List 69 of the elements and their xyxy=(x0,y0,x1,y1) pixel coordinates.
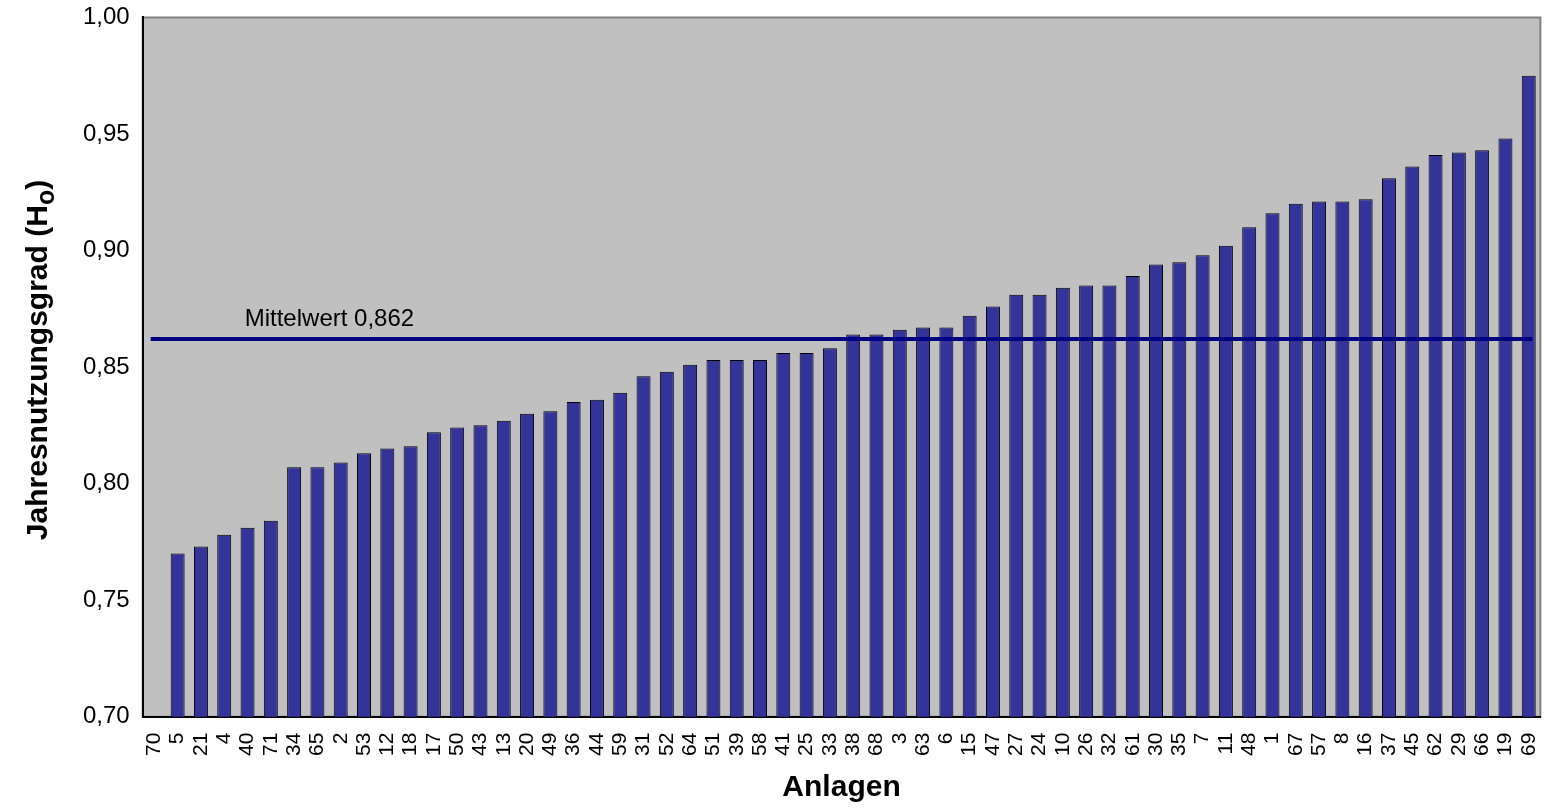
x-tick-label: 25 xyxy=(793,732,817,756)
x-tick-label: 3 xyxy=(886,732,910,745)
x-tick-label: 49 xyxy=(537,732,561,756)
x-tick-label: 45 xyxy=(1399,732,1423,756)
x-tick-label: 11 xyxy=(1212,732,1236,755)
x-tick-label: 64 xyxy=(676,732,700,756)
y-tick-label: 1,00 xyxy=(82,2,130,30)
x-tick-label: 29 xyxy=(1445,732,1469,756)
x-tick-label: 24 xyxy=(1026,732,1050,756)
y-tick-label: 0,85 xyxy=(82,351,130,379)
x-tick-label: 63 xyxy=(909,732,933,756)
x-tick-label: 43 xyxy=(467,732,491,756)
x-tick-label: 40 xyxy=(234,732,258,756)
x-tick-label: 20 xyxy=(513,732,537,756)
x-tick-label: 61 xyxy=(1119,732,1143,756)
y-tick-label: 0,70 xyxy=(82,701,130,729)
x-tick-label: 41 xyxy=(770,732,794,756)
x-tick-label: 5 xyxy=(164,732,188,745)
ref-line-label: Mittelwert 0,862 xyxy=(244,303,415,331)
x-tick-label: 13 xyxy=(490,732,514,756)
x-tick-label: 7 xyxy=(1189,732,1213,745)
x-axis-title: Anlagen xyxy=(782,769,901,803)
x-tick-label: 37 xyxy=(1375,732,1399,756)
x-tick-label: 34 xyxy=(280,732,304,756)
x-tick-label: 10 xyxy=(1049,732,1073,756)
x-tick-label: 36 xyxy=(560,732,584,756)
y-tick-label: 0,80 xyxy=(82,468,130,496)
x-tick-label: 12 xyxy=(374,732,398,756)
x-tick-label: 31 xyxy=(630,732,654,756)
x-tick-label: 47 xyxy=(979,732,1003,756)
x-tick-label: 53 xyxy=(350,732,374,756)
x-tick-label: 51 xyxy=(700,732,724,756)
x-tick-label: 59 xyxy=(607,732,631,756)
x-tick-label: 27 xyxy=(1003,732,1027,756)
x-tick-label: 44 xyxy=(583,732,607,756)
x-tick-label: 71 xyxy=(257,732,281,756)
x-tick-label: 70 xyxy=(141,732,165,756)
y-tick-label: 0,90 xyxy=(82,235,130,263)
y-tick-label: 0,95 xyxy=(82,118,130,146)
x-tick-label: 52 xyxy=(653,732,677,756)
x-tick-label: 48 xyxy=(1236,732,1259,756)
x-tick-label: 6 xyxy=(933,732,957,745)
x-tick-label: 67 xyxy=(1282,732,1306,756)
x-tick-label: 66 xyxy=(1468,732,1492,756)
x-tick-label: 16 xyxy=(1352,732,1376,756)
x-tick-label: 69 xyxy=(1515,732,1539,756)
x-tick-label: 65 xyxy=(304,732,328,756)
x-tick-label: 17 xyxy=(420,732,444,756)
y-tick-label: 0,75 xyxy=(82,584,130,612)
x-tick-label: 33 xyxy=(816,732,840,756)
x-tick-label: 57 xyxy=(1305,732,1329,756)
x-tick-label: 26 xyxy=(1072,732,1096,756)
x-tick-label: 19 xyxy=(1492,732,1516,756)
x-tick-label: 8 xyxy=(1329,732,1353,745)
x-tick-label: 62 xyxy=(1422,732,1446,756)
x-tick-label: 2 xyxy=(327,732,351,745)
x-tick-label: 1 xyxy=(1259,732,1283,745)
x-tick-label: 4 xyxy=(211,732,235,745)
x-tick-label: 38 xyxy=(839,732,863,756)
x-tick-label: 21 xyxy=(187,732,211,756)
x-tick-label: 58 xyxy=(746,732,770,756)
x-tick-label: 68 xyxy=(863,732,887,756)
x-tick-label: 30 xyxy=(1142,732,1166,756)
x-tick-label: 18 xyxy=(397,732,421,756)
x-tick-label: 50 xyxy=(443,732,467,756)
x-tick-label: 15 xyxy=(956,732,980,756)
x-tick-label: 39 xyxy=(723,732,747,756)
x-tick-label: 32 xyxy=(1096,732,1120,756)
x-tick-label: 35 xyxy=(1166,732,1190,756)
